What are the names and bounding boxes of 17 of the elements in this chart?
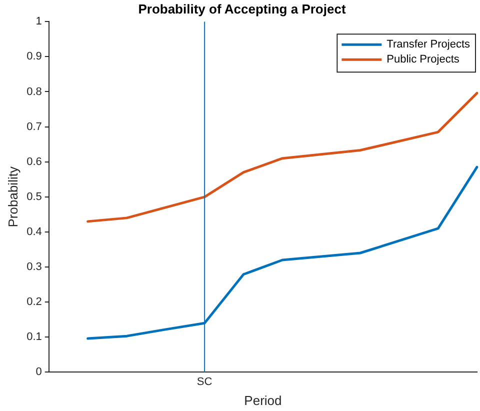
y-tick-label: 0.7	[26, 120, 42, 133]
y-axis-title: Probability	[5, 166, 20, 228]
y-tick-label: 0.2	[26, 296, 42, 308]
legend-label: Transfer Projects	[386, 38, 470, 51]
y-tick-label: 0.3	[26, 261, 42, 274]
x-axis-title: Period	[244, 392, 282, 408]
chart-title: Probability of Accepting a Project	[138, 1, 346, 16]
y-tick-label: 0.8	[26, 86, 42, 98]
legend-label: Public Projects	[386, 54, 460, 66]
x-tick-label: SC	[196, 376, 212, 388]
y-tick-label: 0.6	[26, 156, 42, 168]
y-tick-label: 0	[36, 366, 42, 378]
y-tick-label: 0.4	[26, 226, 42, 238]
y-tick-label: 0.5	[26, 190, 42, 203]
y-tick-label: 0.1	[26, 331, 42, 344]
y-tick-label: 0.9	[26, 50, 42, 63]
y-tick-label: 1	[36, 16, 42, 28]
